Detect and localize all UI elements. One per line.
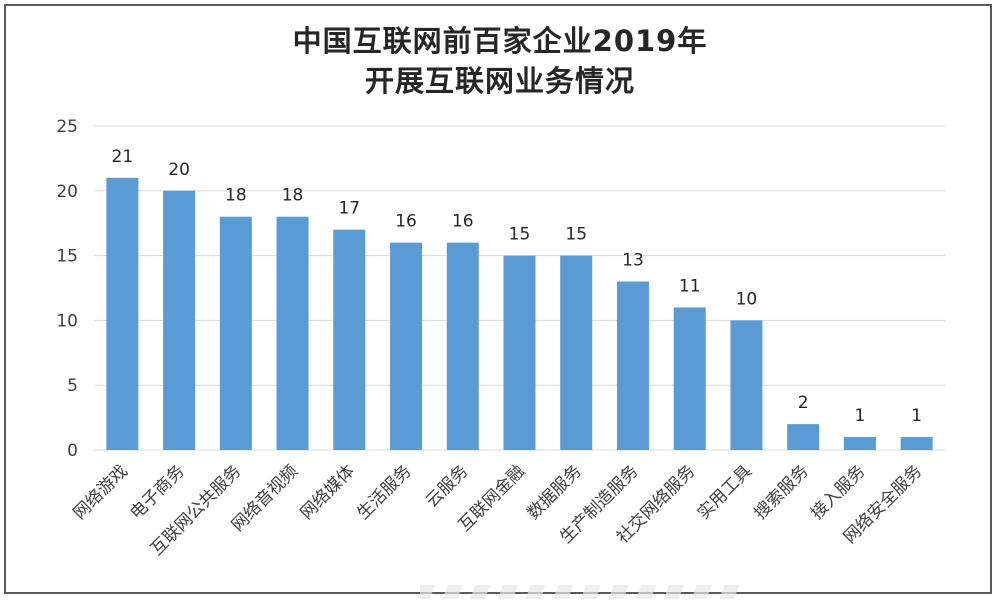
bar xyxy=(333,229,366,450)
bar xyxy=(787,424,820,450)
data-label: 15 xyxy=(509,225,531,245)
data-label: 1 xyxy=(854,406,865,426)
watermark xyxy=(420,585,740,599)
data-label: 17 xyxy=(338,199,360,219)
data-label: 10 xyxy=(736,289,758,309)
x-tick-label: 云服务 xyxy=(422,461,472,511)
y-tick-label: 5 xyxy=(67,376,78,396)
bar xyxy=(616,281,649,450)
bar xyxy=(673,307,706,450)
bar xyxy=(560,255,593,450)
data-label: 21 xyxy=(112,147,134,167)
x-tick-label: 生活服务 xyxy=(353,461,415,523)
y-tick-label: 25 xyxy=(56,117,78,137)
x-tick-label: 网络游戏 xyxy=(70,461,132,523)
data-label: 2 xyxy=(798,393,809,413)
data-label: 16 xyxy=(452,212,474,232)
data-label: 18 xyxy=(282,186,304,206)
bar xyxy=(446,242,479,450)
data-label: 20 xyxy=(168,160,190,180)
bar xyxy=(219,216,252,450)
y-tick-label: 0 xyxy=(67,441,78,461)
data-label: 11 xyxy=(679,276,701,296)
x-tick-label: 网络媒体 xyxy=(297,461,359,523)
data-label: 13 xyxy=(622,251,644,271)
bar xyxy=(730,320,763,450)
bar xyxy=(163,190,196,451)
y-tick-label: 15 xyxy=(56,247,78,267)
x-tick-label: 实用工具 xyxy=(694,461,756,523)
data-label: 16 xyxy=(395,212,417,232)
bar xyxy=(900,437,933,450)
bar xyxy=(390,242,423,450)
bar xyxy=(106,177,139,450)
chart-title-line2: 开展互联网业务情况 xyxy=(364,64,635,98)
data-label: 1 xyxy=(911,406,922,426)
bar xyxy=(503,255,536,450)
bar xyxy=(843,437,876,450)
x-tick-label: 搜索服务 xyxy=(750,461,812,523)
data-label: 18 xyxy=(225,186,247,206)
chart-title-line1: 中国互联网前百家企业2019年 xyxy=(292,24,708,58)
y-tick-label: 10 xyxy=(56,311,78,331)
y-tick-label: 20 xyxy=(56,182,78,202)
data-label: 15 xyxy=(565,225,587,245)
bar xyxy=(276,216,309,450)
